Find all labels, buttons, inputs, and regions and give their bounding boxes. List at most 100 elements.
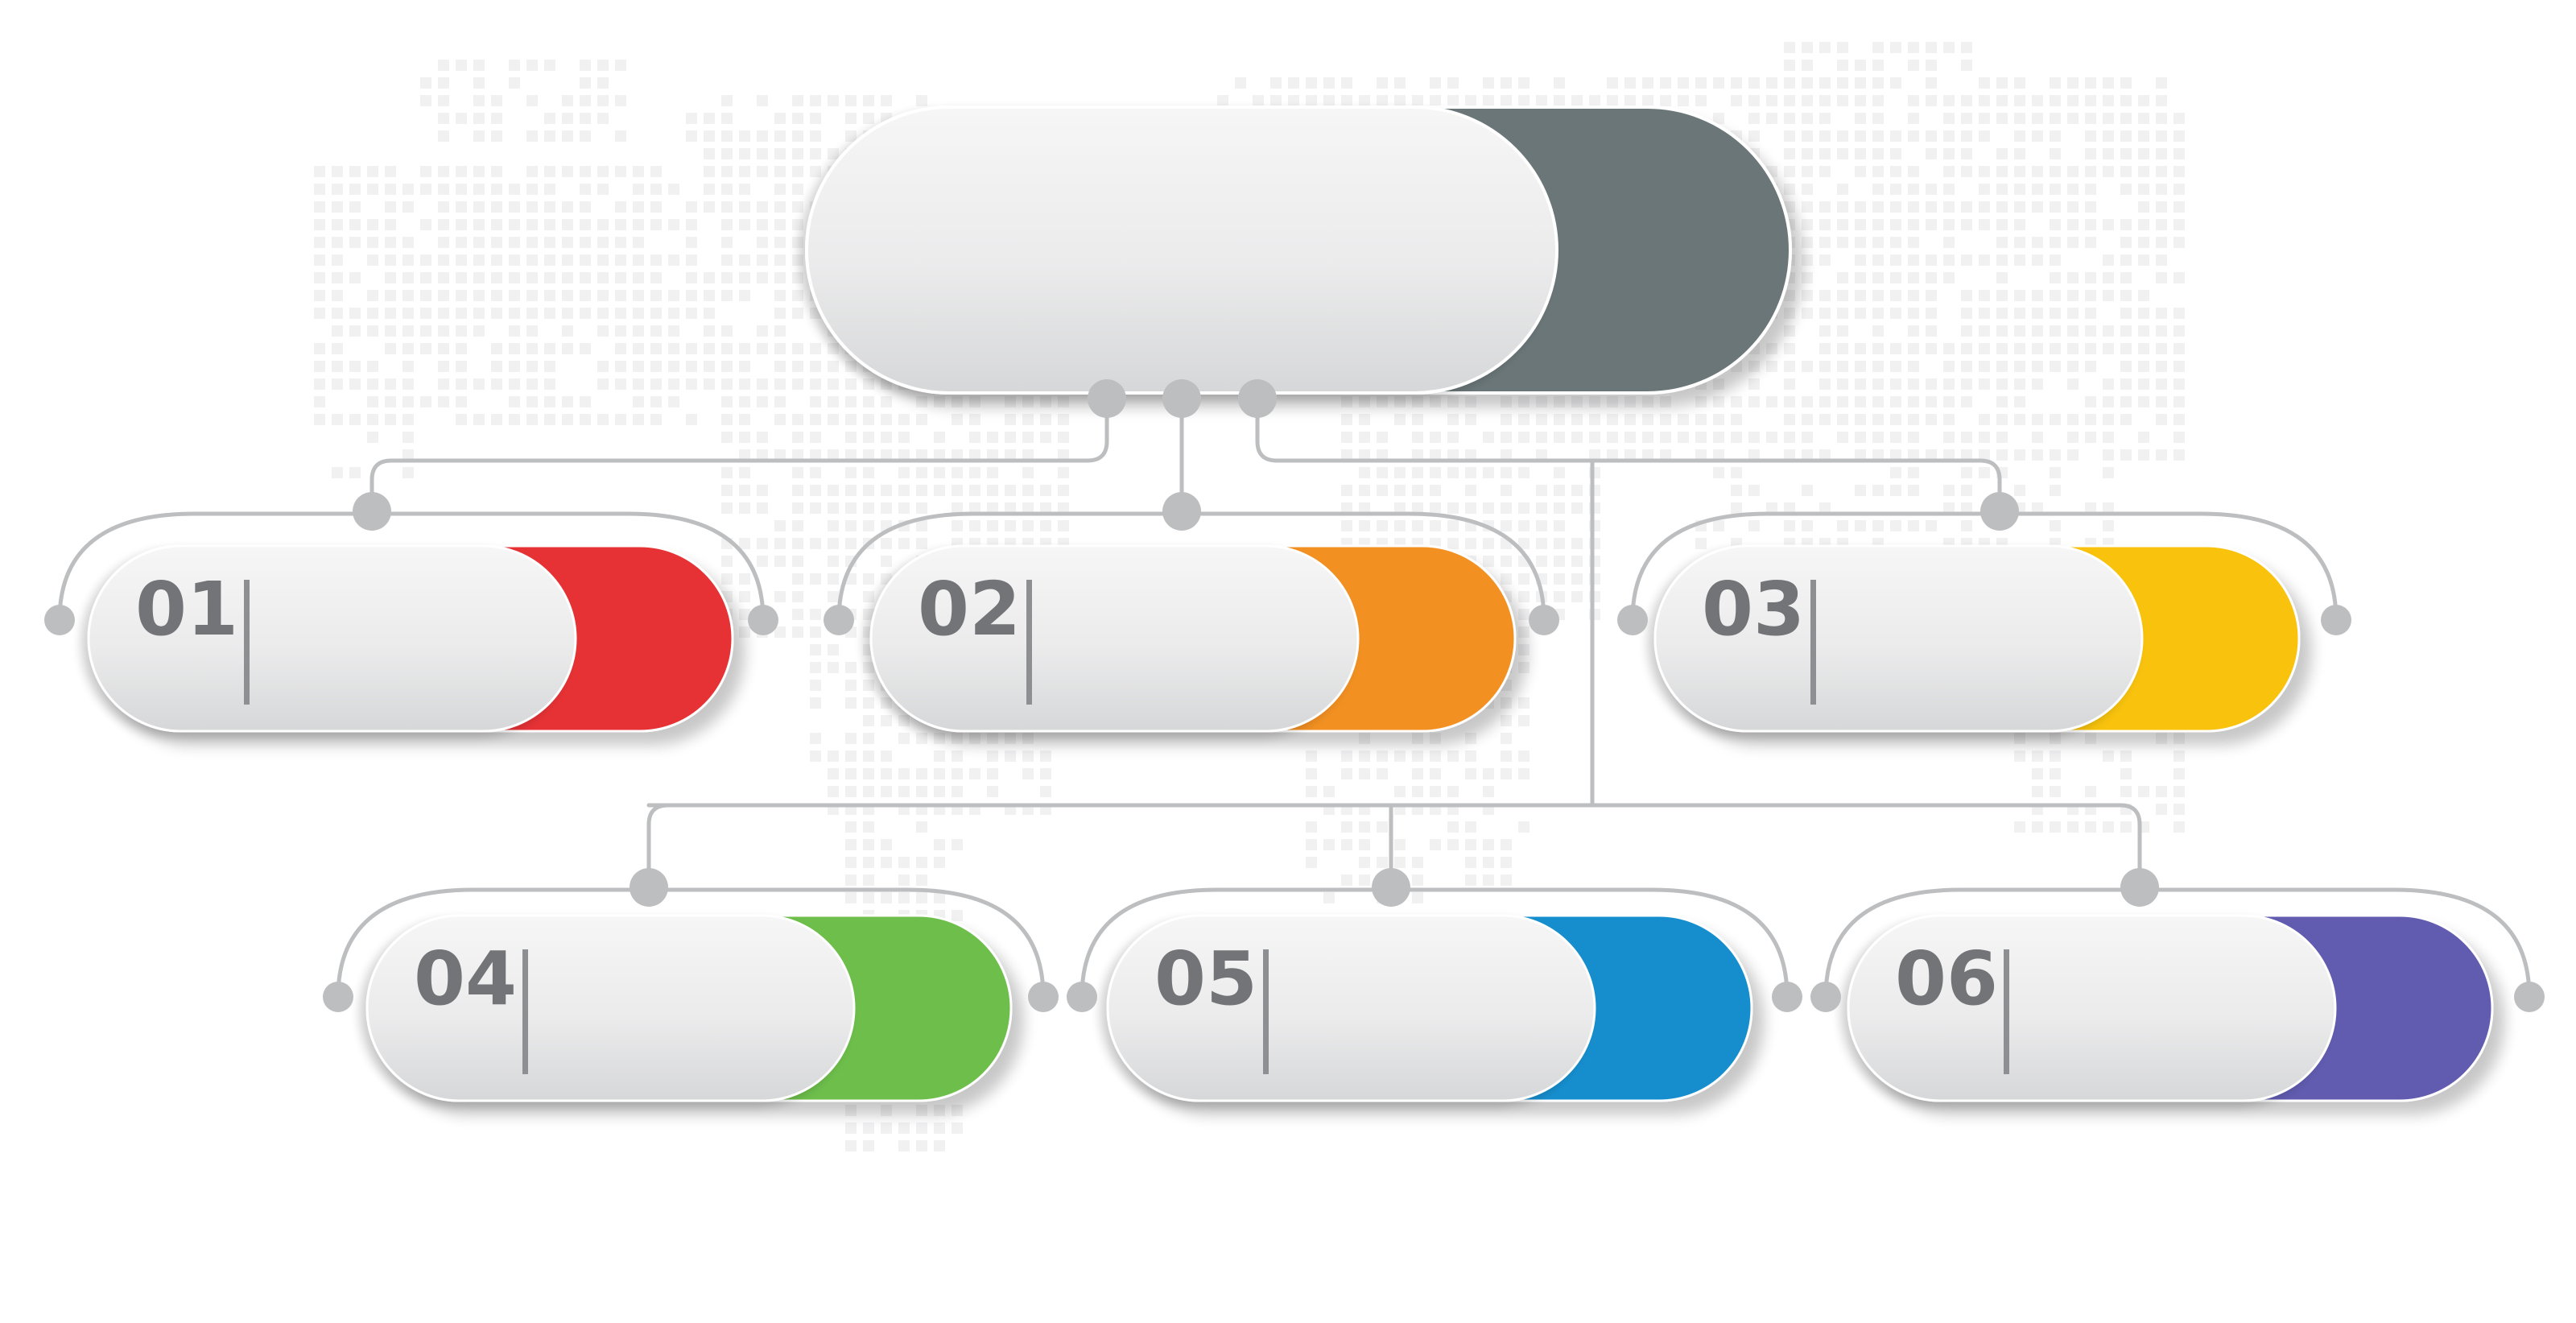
map-dot xyxy=(314,184,325,195)
map-dot xyxy=(863,750,874,762)
map-dot xyxy=(1908,95,1919,106)
map-dot xyxy=(1908,219,1919,230)
map-dot xyxy=(1961,432,1972,443)
node-04-divider xyxy=(522,949,528,1074)
map-dot xyxy=(1483,95,1494,106)
map-dot xyxy=(952,467,963,478)
map-dot xyxy=(2174,786,2185,797)
map-dot xyxy=(1996,184,2008,195)
map-dot xyxy=(721,237,733,248)
map-dot xyxy=(774,626,786,638)
map-dot xyxy=(456,414,467,425)
map-dot xyxy=(1394,396,1406,407)
map-dot xyxy=(1802,184,1813,195)
map-dot xyxy=(881,892,892,903)
map-dot xyxy=(1731,502,1742,514)
map-dot xyxy=(1341,95,1352,106)
map-dot xyxy=(739,254,750,266)
map-dot xyxy=(863,892,874,903)
map-dot xyxy=(385,201,396,213)
map-dot xyxy=(792,414,803,425)
map-dot xyxy=(2103,502,2114,514)
map-dot xyxy=(2103,449,2114,461)
map-dot xyxy=(863,432,874,443)
map-dot xyxy=(1430,786,1441,797)
map-dot xyxy=(1872,343,1884,354)
map-dot xyxy=(1819,414,1831,425)
map-dot xyxy=(402,467,414,478)
map-dot xyxy=(420,396,431,407)
map-dot xyxy=(916,874,927,886)
map-dot xyxy=(367,166,378,177)
map-dot xyxy=(916,449,927,461)
map-dot xyxy=(863,680,874,691)
map-dot xyxy=(2032,95,2043,106)
map-dot xyxy=(1571,538,1583,549)
map-dot xyxy=(491,130,502,142)
map-dot xyxy=(774,538,786,549)
map-dot xyxy=(1837,520,1848,531)
map-dot xyxy=(1695,396,1707,407)
map-dot xyxy=(2138,237,2149,248)
map-dot xyxy=(1802,414,1813,425)
map-dot xyxy=(2032,113,2043,124)
map-dot xyxy=(1536,538,1547,549)
map-dot xyxy=(1447,520,1459,531)
map-dot xyxy=(349,201,361,213)
map-dot xyxy=(1855,432,1866,443)
map-dot xyxy=(1837,414,1848,425)
map-dot xyxy=(1678,432,1689,443)
map-dot xyxy=(2014,414,2025,425)
map-dot xyxy=(1642,396,1653,407)
map-dot xyxy=(2138,148,2149,159)
map-dot xyxy=(562,219,573,230)
map-dot xyxy=(2138,290,2149,301)
map-dot xyxy=(1394,502,1406,514)
map-dot xyxy=(1501,77,1512,89)
map-dot xyxy=(1766,396,1777,407)
map-dot xyxy=(2103,467,2114,478)
map-dot xyxy=(739,591,750,602)
map-dot xyxy=(1695,449,1707,461)
map-dot xyxy=(509,219,520,230)
map-dot xyxy=(1943,42,1955,53)
map-dot xyxy=(898,1122,910,1134)
map-dot xyxy=(1394,839,1406,850)
map-dot xyxy=(2032,166,2043,177)
map-dot xyxy=(2032,361,2043,372)
map-dot xyxy=(544,308,555,319)
map-dot xyxy=(881,449,892,461)
map-dot xyxy=(1943,130,1955,142)
map-dot xyxy=(1855,219,1866,230)
map-dot xyxy=(1855,520,1866,531)
map-dot xyxy=(1819,77,1831,89)
map-dot xyxy=(456,113,467,124)
map-dot xyxy=(349,219,361,230)
map-dot xyxy=(2014,378,2025,390)
node-02-number: 02 xyxy=(918,566,1021,652)
map-dot xyxy=(845,396,857,407)
map-dot xyxy=(1890,361,1901,372)
map-dot xyxy=(1695,77,1707,89)
map-dot xyxy=(881,786,892,797)
map-dot xyxy=(2032,821,2043,833)
map-dot xyxy=(1412,786,1423,797)
map-dot xyxy=(1926,254,1937,266)
map-dot xyxy=(863,591,874,602)
map-dot xyxy=(721,467,733,478)
map-dot xyxy=(1908,237,1919,248)
map-dot xyxy=(2103,95,2114,106)
map-dot xyxy=(863,874,874,886)
map-dot xyxy=(810,148,821,159)
map-dot xyxy=(420,184,431,195)
map-dot xyxy=(668,325,679,337)
map-dot xyxy=(2085,95,2096,106)
map-dot xyxy=(1359,502,1370,514)
map-dot xyxy=(2085,361,2096,372)
map-dot xyxy=(1695,95,1707,106)
map-dot xyxy=(1979,361,1990,372)
map-dot xyxy=(2138,432,2149,443)
map-dot xyxy=(739,378,750,390)
map-dot xyxy=(2050,485,2061,496)
map-dot xyxy=(810,449,821,461)
